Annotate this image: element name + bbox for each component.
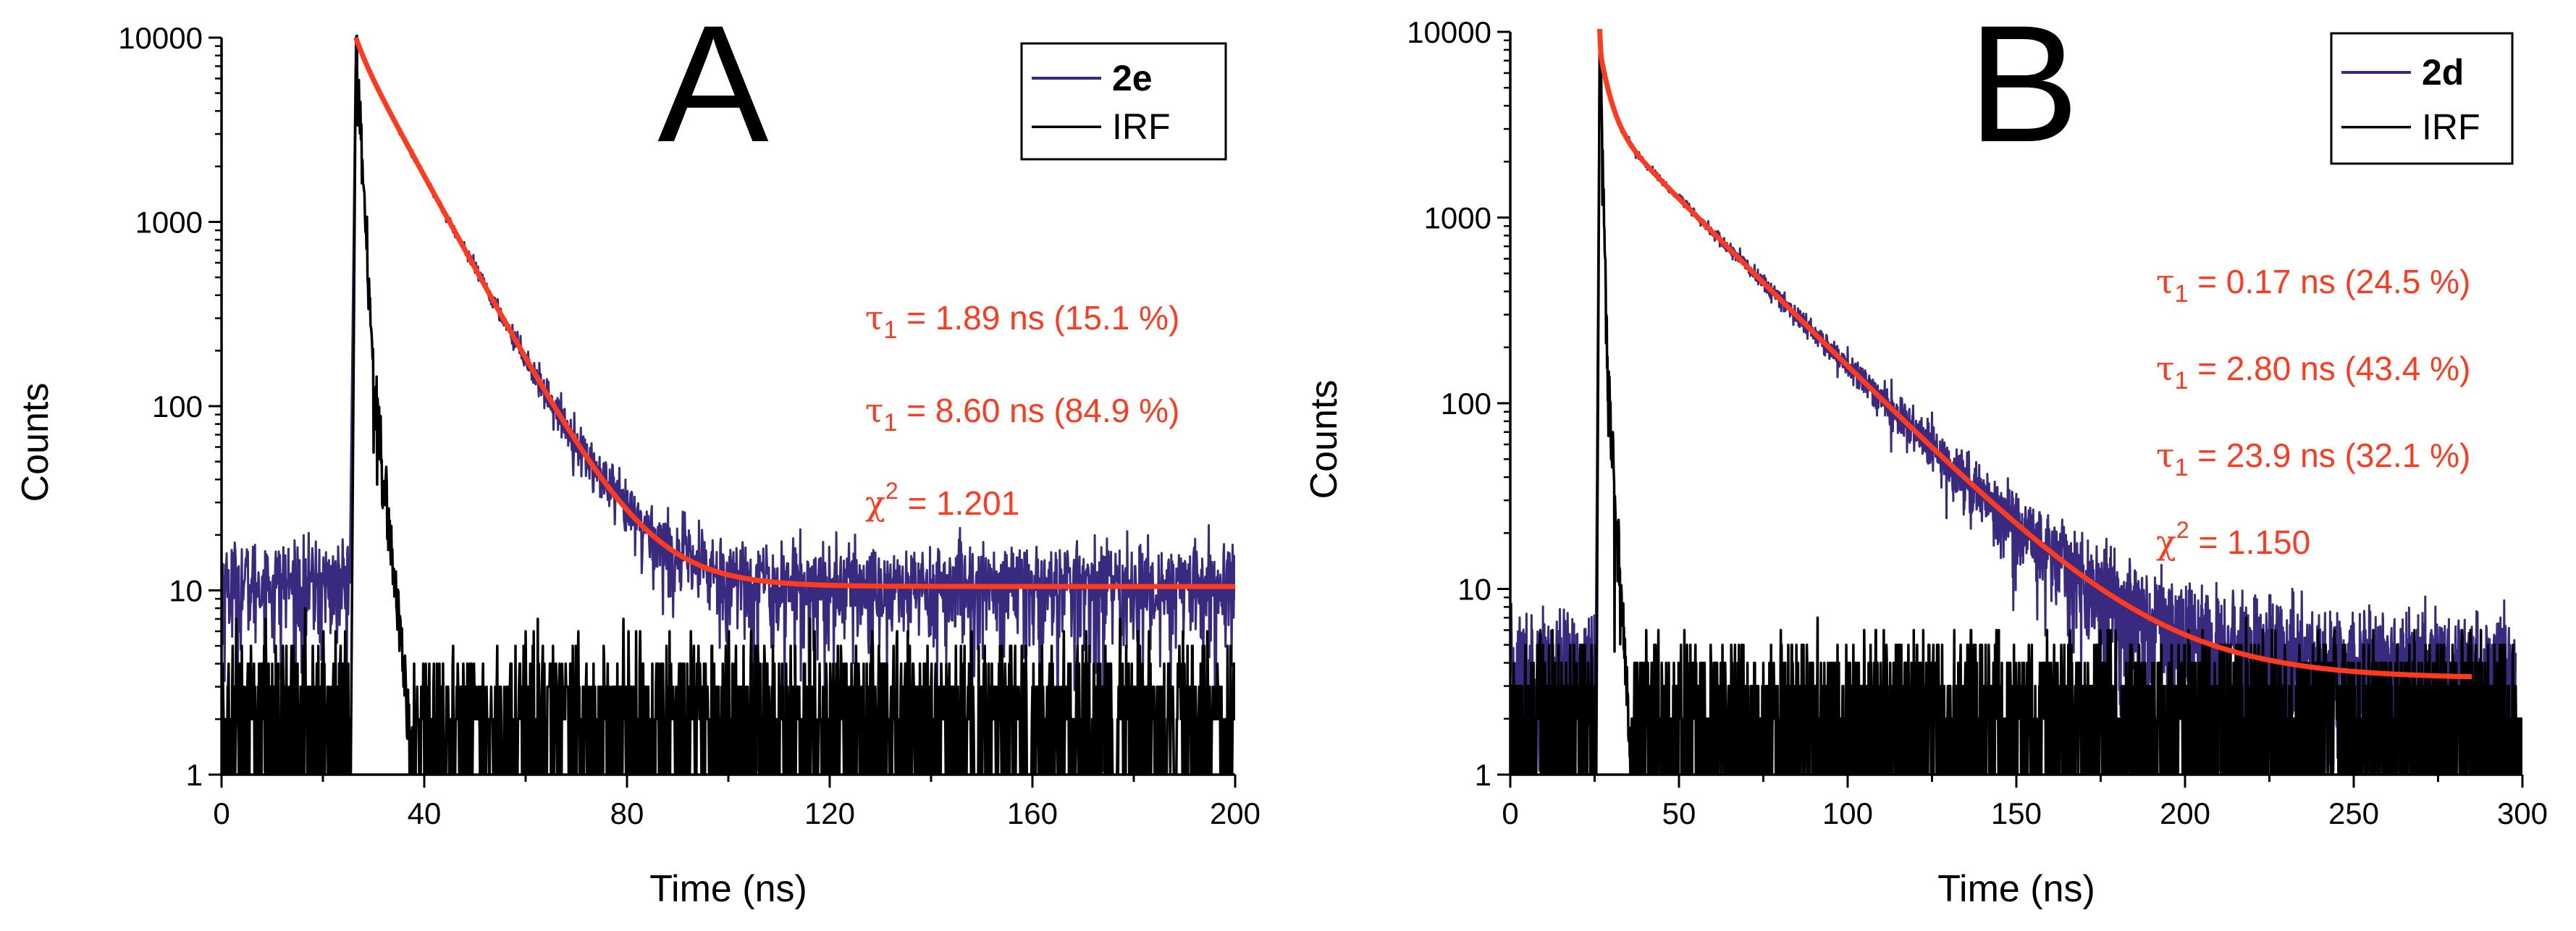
legend-box [1020,42,1227,161]
legend-box [2330,32,2514,165]
y-tick-label: 10000 [1407,15,1491,49]
y-tick-label: 10 [169,574,203,608]
fit-annotation: τ1 = 2.80 ns (43.4 %) [2156,349,2470,395]
y-tick-label: 10000 [118,21,203,55]
panel-letter: A [657,0,768,177]
fit-annotation: τ1 = 0.17 ns (24.5 %) [2156,262,2470,308]
y-tick-label: 1000 [135,206,203,240]
x-tick-label: 0 [1502,796,1518,830]
series-fit [1597,29,2474,680]
series-group [1510,29,2522,775]
x-tick-label: 40 [408,796,442,830]
y-tick-label: 100 [1441,387,1491,421]
legend: 2d IRF [2330,32,2514,165]
panel-letter: B [1968,0,2079,177]
x-tick-label: 0 [213,796,230,830]
fit-annotation: τ1 = 1.89 ns (15.1 %) [865,298,1179,344]
x-tick-label: 300 [2497,796,2548,830]
legend-label: IRF [1112,106,1171,147]
fit-annotation: χ2 = 1.150 [2156,517,2310,562]
fit-annotation: τ1 = 23.9 ns (32.1 %) [2156,436,2470,481]
y-tick-label: 1 [1475,758,1491,792]
y-tick-label: 10 [1457,573,1491,607]
x-tick-label: 50 [1662,796,1696,830]
panel-A: 0 40 80 120 160 200 1 10 100 1000 10000 Time (ns) Co… [14,0,1260,910]
legend-label: 2e [1112,58,1153,98]
fit-annotation: τ1 = 8.60 ns (84.9 %) [865,391,1179,437]
x-tick-label: 100 [1822,796,1873,830]
fit-annotation: χ2 = 1.201 [865,478,1019,523]
legend-label: 2d [2422,52,2464,93]
x-tick-label: 200 [1210,796,1260,830]
x-tick-label: 200 [2160,796,2210,830]
series-irf [1510,29,2522,775]
x-tick-label: 150 [1991,796,2042,830]
x-tick-label: 160 [1007,796,1058,830]
legend: 2e IRF [1020,42,1227,161]
y-axis-title: Counts [1303,380,1345,500]
y-tick-label: 1 [186,758,203,792]
x-axis-title: Time (ns) [1937,868,2095,910]
x-tick-label: 80 [610,796,644,830]
x-axis-title: Time (ns) [649,868,807,910]
x-tick-label: 250 [2328,796,2379,830]
y-tick-label: 1000 [1424,201,1491,235]
panel-B: 0 50 100 150 200 250 300 1 10 100 1000 10000 Time (n… [1303,0,2548,910]
y-axis-title: Counts [14,383,56,502]
series-group [222,35,1235,775]
y-tick-label: 100 [152,389,203,424]
series-fit [353,36,1235,589]
series-irf [222,35,1235,775]
x-tick-label: 120 [804,796,855,830]
legend-label: IRF [2422,107,2480,148]
